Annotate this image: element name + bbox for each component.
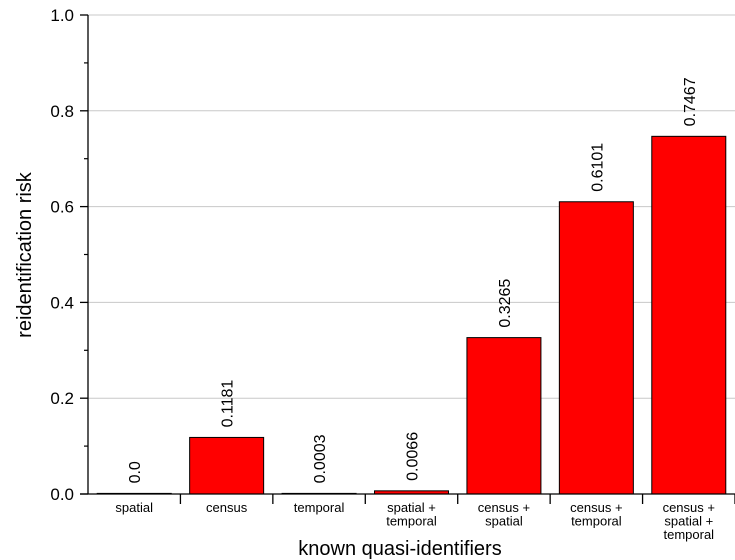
value-labels: 0.0 0.1181 0.0003 0.0066 0.3265 0.6101 0.7467 xyxy=(127,77,699,483)
bar-value-label: 0.0003 xyxy=(312,434,329,483)
bar xyxy=(189,436,265,495)
bar-value-label: 0.6101 xyxy=(589,143,606,192)
x-tick-label: temporal xyxy=(294,500,345,515)
y-tick-label: 0.8 xyxy=(50,102,74,121)
x-tick-label: census xyxy=(206,500,248,515)
y-axis-title: reidentification risk xyxy=(14,171,36,338)
x-tick-label: spatial xyxy=(115,500,153,515)
x-tick-label: census + spatial + temporal xyxy=(663,500,715,542)
bar xyxy=(558,201,634,495)
y-ticks: 0.0 0.2 0.4 0.6 0.8 1.0 xyxy=(50,6,74,504)
bar-value-label: 0.0066 xyxy=(405,432,422,481)
x-ticks: spatial census temporal spatial + temporal ce… xyxy=(115,500,715,542)
bar-value-label: 0.3265 xyxy=(497,279,514,328)
axes xyxy=(80,14,735,504)
x-tick-label: spatial + temporal xyxy=(386,500,437,529)
y-tick-label: 0.0 xyxy=(50,485,74,504)
bar-value-label: 0.1181 xyxy=(220,380,237,428)
grid-lines xyxy=(88,14,735,399)
bar xyxy=(651,135,727,495)
y-tick-label: 0.2 xyxy=(50,389,74,408)
y-tick-label: 0.6 xyxy=(50,198,74,217)
bar-value-label: 0.0 xyxy=(127,461,144,483)
x-tick-label: census + temporal xyxy=(570,500,622,529)
y-tick-label: 0.4 xyxy=(50,293,74,312)
x-tick-label: census + spatial xyxy=(478,500,530,529)
bar-value-label: 0.7467 xyxy=(682,77,699,126)
bar xyxy=(466,337,542,495)
y-tick-label: 1.0 xyxy=(50,6,74,25)
x-axis-title: known quasi-identifiers xyxy=(298,538,501,560)
